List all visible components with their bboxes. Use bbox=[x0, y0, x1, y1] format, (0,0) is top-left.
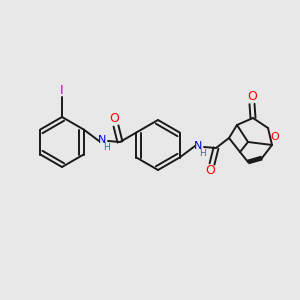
Text: O: O bbox=[271, 131, 279, 142]
Text: N: N bbox=[194, 141, 202, 151]
Text: H: H bbox=[200, 148, 206, 158]
Text: I: I bbox=[60, 85, 64, 98]
Text: O: O bbox=[247, 89, 257, 103]
Text: O: O bbox=[109, 112, 119, 125]
Text: N: N bbox=[98, 135, 106, 145]
Text: O: O bbox=[205, 164, 215, 178]
Text: H: H bbox=[103, 142, 110, 152]
